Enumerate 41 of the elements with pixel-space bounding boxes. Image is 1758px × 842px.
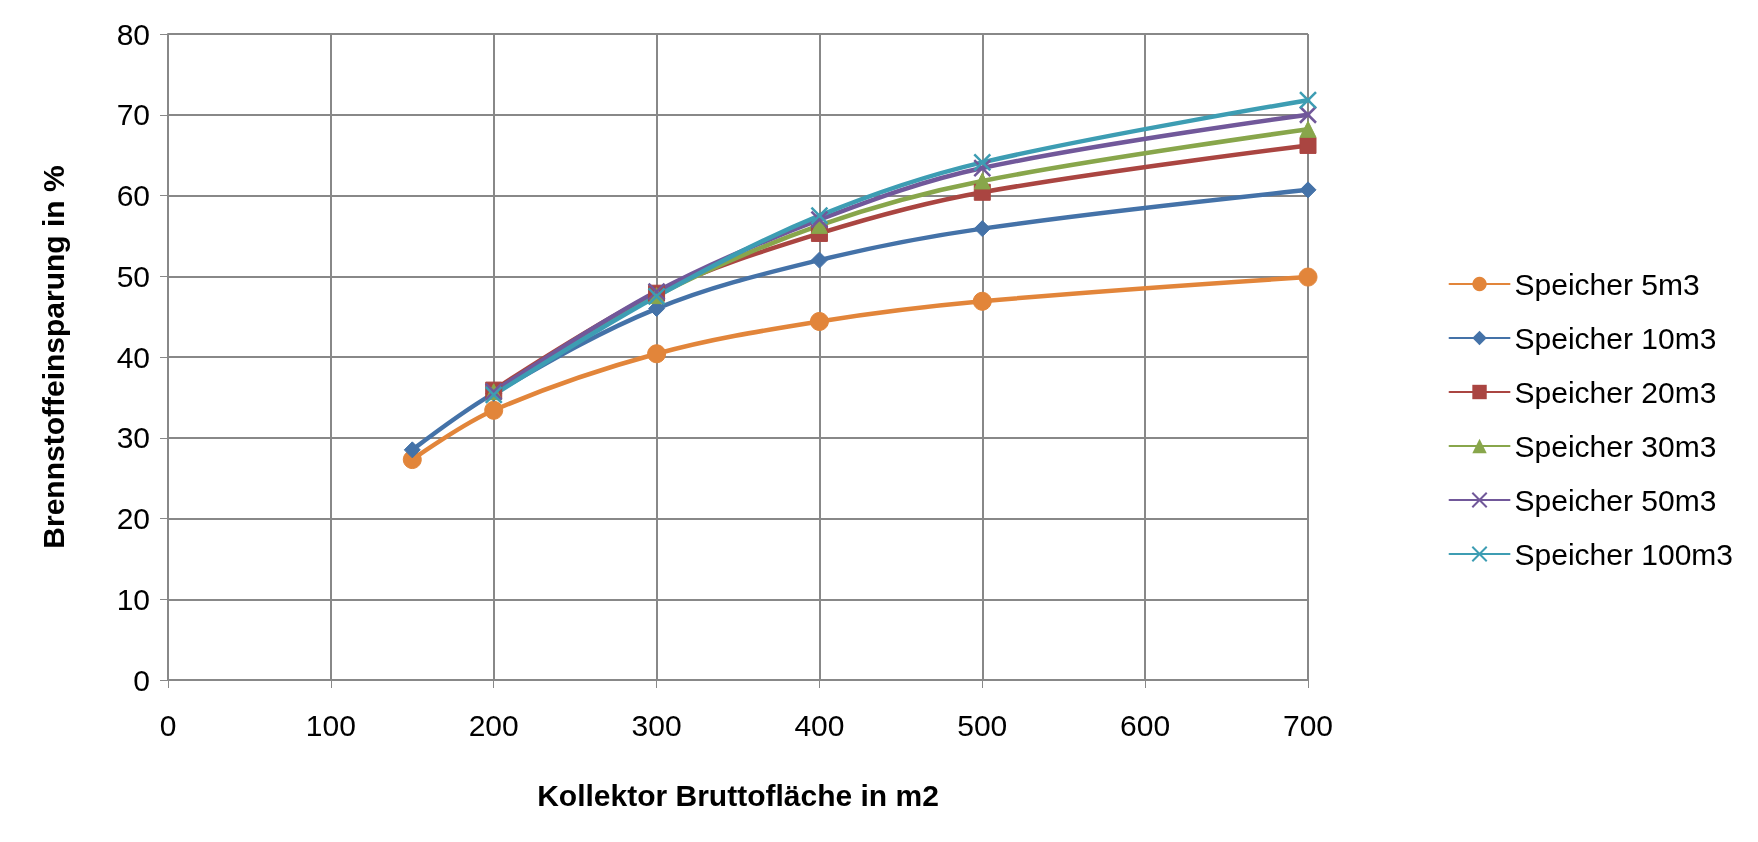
x-tick-label: 700 bbox=[1282, 708, 1334, 742]
y-tick-label: 0 bbox=[133, 663, 150, 697]
legend-label: Speicher 100m3 bbox=[1514, 537, 1733, 571]
point bbox=[973, 153, 992, 172]
point bbox=[972, 291, 992, 311]
point bbox=[1299, 136, 1317, 154]
x-tick-label: 100 bbox=[305, 708, 356, 742]
point bbox=[647, 344, 667, 364]
point bbox=[973, 172, 991, 190]
point bbox=[484, 400, 504, 420]
legend-label: Speicher 30m3 bbox=[1514, 429, 1717, 463]
point bbox=[809, 311, 829, 331]
legend-label: Speicher 50m3 bbox=[1514, 483, 1717, 517]
x-tick-label: 500 bbox=[957, 708, 1008, 742]
y-tick-label: 20 bbox=[116, 502, 150, 535]
point bbox=[810, 206, 829, 225]
x-tick-label: 0 bbox=[159, 708, 177, 742]
x-tick-label: 300 bbox=[631, 708, 682, 742]
point bbox=[1299, 120, 1317, 138]
point bbox=[403, 441, 421, 459]
point bbox=[1299, 181, 1317, 199]
point bbox=[1298, 105, 1318, 124]
point bbox=[973, 220, 991, 238]
legend-label: Speicher 5m3 bbox=[1514, 267, 1700, 301]
y-axis-title: Brennstoffeinsparung in % bbox=[36, 165, 70, 549]
x-tick-label: 600 bbox=[1120, 708, 1171, 742]
legend-label: Speicher 20m3 bbox=[1514, 375, 1717, 409]
y-tick-label: 70 bbox=[116, 98, 150, 132]
y-tick-label: 50 bbox=[116, 259, 150, 293]
point bbox=[1298, 267, 1318, 287]
x-axis-title: Kollektor Bruttofläche in m2 bbox=[537, 778, 939, 812]
y-tick-label: 30 bbox=[116, 421, 150, 455]
legend-label: Speicher 10m3 bbox=[1514, 321, 1717, 355]
point bbox=[1298, 90, 1318, 110]
y-tick-label: 60 bbox=[116, 179, 150, 212]
y-tick-label: 10 bbox=[116, 582, 150, 616]
x-tick-label: 400 bbox=[794, 708, 845, 742]
x-tick-label: 200 bbox=[468, 708, 519, 742]
y-tick-label: 80 bbox=[116, 17, 150, 51]
y-tick-label: 40 bbox=[116, 340, 150, 374]
point bbox=[810, 251, 828, 269]
